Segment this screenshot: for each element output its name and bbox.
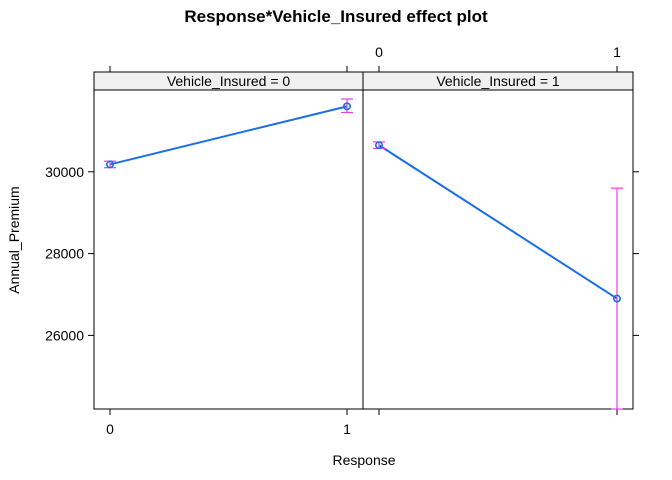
panel-strip-label: Vehicle_Insured = 1: [436, 73, 560, 89]
panel-frame: [362, 89, 634, 410]
y-tick-label: 26000: [45, 327, 84, 343]
data-point: [374, 141, 383, 150]
data-point: [106, 160, 115, 169]
data-point: [612, 294, 621, 303]
x-tick-label: 0: [106, 421, 114, 437]
x-tick-label: 1: [613, 44, 621, 60]
y-tick-label: 30000: [45, 164, 84, 180]
data-point: [342, 102, 351, 111]
x-tick-label: 0: [375, 44, 383, 60]
series-line: [109, 105, 348, 166]
x-axis-label: Response: [332, 452, 395, 468]
x-tick-label: 1: [343, 421, 351, 437]
y-axis-label: Annual_Premium: [6, 186, 22, 293]
chart-marks: Vehicle_Insured = 0 0 1 Vehicle_Insured = 1…: [45, 44, 639, 437]
y-tick-label: 28000: [45, 246, 84, 262]
chart-title: Response*Vehicle_Insured effect plot: [184, 7, 488, 26]
panel-frame: [93, 89, 364, 410]
panel-strip-label: Vehicle_Insured = 0: [167, 73, 291, 89]
series-line: [378, 144, 618, 300]
